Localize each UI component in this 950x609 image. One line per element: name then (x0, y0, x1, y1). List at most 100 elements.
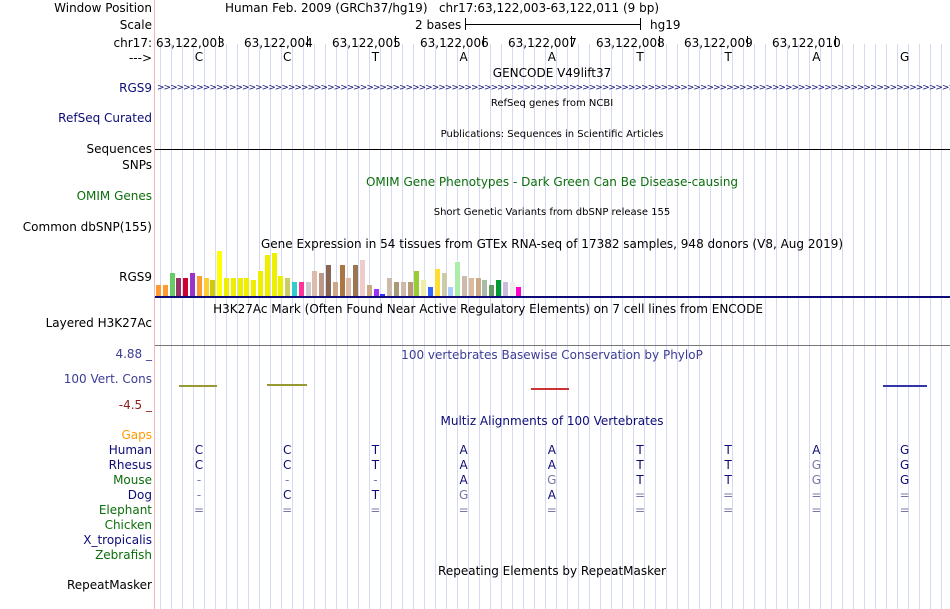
alignment-base: = (811, 488, 822, 502)
gtex-tissue-bar[interactable] (326, 265, 331, 296)
gtex-tissue-bar[interactable] (496, 280, 501, 296)
ruler-coordinate: 63,122,010 (772, 36, 841, 50)
gtex-tissue-bar[interactable] (162, 285, 168, 296)
gtex-tissue-bar[interactable] (468, 278, 474, 296)
gtex-tissue-bar[interactable] (434, 269, 440, 296)
sequence-base: T (636, 50, 644, 64)
label-h3k27ac[interactable]: Layered H3K27Ac (45, 316, 152, 330)
alignment-base: A (547, 488, 556, 502)
alignment-base: T (724, 473, 732, 487)
label-window-position: Window Position (54, 1, 152, 15)
gtex-tissue-bar[interactable] (298, 282, 304, 296)
gtex-tissue-bar[interactable] (183, 278, 189, 296)
species-label[interactable]: Human (108, 443, 152, 457)
gtex-tissue-bar[interactable] (244, 278, 250, 296)
gtex-tissue-bar[interactable] (489, 285, 495, 296)
label-gtex-gene[interactable]: RGS9 (119, 270, 152, 284)
label-gencode-gene[interactable]: RGS9 (119, 81, 152, 95)
alignment-base: T (724, 443, 732, 457)
gtex-tissue-bar[interactable] (224, 278, 229, 296)
gtex-tissue-bar[interactable] (176, 278, 182, 296)
ruler-tick (659, 36, 660, 47)
species-label[interactable]: Dog (127, 488, 152, 502)
label-cons-min: -4.5 _ (118, 398, 152, 412)
gtex-tissue-bar[interactable] (441, 273, 447, 296)
gtex-tissue-bar[interactable] (448, 287, 454, 296)
label-repeatmasker[interactable]: RepeatMasker (66, 578, 152, 592)
gtex-tissue-bar[interactable] (285, 278, 291, 296)
gtex-tissue-bar[interactable] (332, 282, 338, 296)
gtex-tissue-bar[interactable] (387, 278, 393, 296)
species-label[interactable]: Zebrafish (95, 548, 152, 562)
alignment-base: T (636, 458, 644, 472)
species-label[interactable]: Mouse (113, 473, 152, 487)
alignment-base: - (196, 488, 202, 502)
species-label[interactable]: Elephant (98, 503, 152, 517)
gtex-tissue-bar[interactable] (516, 287, 522, 296)
species-label[interactable]: Rhesus (108, 458, 152, 472)
label-gaps[interactable]: Gaps (121, 428, 152, 442)
gtex-tissue-bar[interactable] (373, 289, 379, 296)
label-sequences[interactable]: Sequences (86, 142, 152, 156)
gtex-tissue-bar[interactable] (251, 280, 257, 296)
gtex-tissue-bar[interactable] (156, 285, 161, 296)
gtex-tissue-bar[interactable] (190, 273, 195, 296)
gtex-tissue-bar[interactable] (380, 294, 386, 296)
gtex-tissue-bar[interactable] (394, 282, 399, 296)
gtex-tissue-bar[interactable] (271, 253, 277, 296)
gtex-tissue-bar[interactable] (502, 282, 508, 296)
alignment-base: - (373, 473, 378, 487)
alignment-base: T (371, 488, 380, 502)
repeatmasker-track-title: Repeating Elements by RepeatMasker (438, 564, 666, 578)
label-common-dbsnp[interactable]: Common dbSNP(155) (22, 220, 152, 234)
omim-track-title: OMIM Gene Phenotypes - Dark Green Can Be… (365, 175, 739, 189)
gtex-tissue-bar[interactable] (264, 255, 270, 296)
gtex-tissue-bar[interactable] (210, 280, 216, 296)
gtex-tissue-bar[interactable] (292, 282, 297, 296)
gtex-tissue-bar[interactable] (475, 278, 481, 296)
gtex-tissue-bar[interactable] (258, 271, 263, 296)
label-snps[interactable]: SNPs (122, 158, 152, 172)
gtex-expression-bars[interactable] (155, 251, 950, 296)
gtex-tissue-bar[interactable] (217, 251, 223, 296)
browser-track-area[interactable]: Human Feb. 2009 (GRCh37/hg19) chr17:63,1… (155, 0, 950, 609)
gtex-tissue-bar[interactable] (428, 287, 433, 296)
gtex-tissue-bar[interactable] (339, 265, 345, 296)
alignment-base: G (458, 488, 469, 502)
label-cons[interactable]: 100 Vert. Cons (63, 372, 152, 386)
gtex-tissue-bar[interactable] (462, 276, 467, 296)
gtex-tissue-bar[interactable] (414, 271, 420, 296)
gtex-tissue-bar[interactable] (455, 262, 461, 296)
gtex-tissue-bar[interactable] (421, 280, 427, 296)
gtex-tissue-bar[interactable] (346, 278, 352, 296)
gtex-tissue-bar[interactable] (169, 273, 175, 296)
ruler-coordinate: 63,122,004 (244, 36, 313, 50)
alignment-base: A (547, 443, 556, 457)
gencode-gene-intron[interactable]: >>>>>>>>>>>>>>>>>>>>>>>>>>>>>>>>>>>>>>>>… (157, 81, 950, 95)
gtex-tissue-bar[interactable] (400, 282, 406, 296)
alignment-base: A (459, 458, 468, 472)
gtex-tissue-bar[interactable] (237, 278, 243, 296)
species-label[interactable]: Chicken (104, 518, 152, 532)
gtex-tissue-bar[interactable] (230, 278, 236, 296)
sequence-base: A (812, 50, 821, 64)
gtex-tissue-bar[interactable] (203, 278, 209, 296)
species-label[interactable]: X_tropicalis (83, 533, 152, 547)
gtex-tissue-bar[interactable] (196, 276, 202, 296)
label-omim[interactable]: OMIM Genes (76, 189, 152, 203)
label-refseq[interactable]: RefSeq Curated (58, 111, 152, 125)
gencode-track-title: GENCODE V49lift37 (492, 66, 612, 80)
gtex-tissue-bar[interactable] (509, 282, 515, 296)
gtex-tissue-bar[interactable] (360, 260, 365, 296)
gtex-tissue-bar[interactable] (353, 265, 359, 296)
gtex-tissue-bar[interactable] (407, 282, 413, 296)
gtex-tissue-bar[interactable] (278, 276, 284, 296)
gtex-tissue-bar[interactable] (482, 280, 488, 296)
alignment-base: T (636, 473, 644, 487)
gtex-tissue-bar[interactable] (366, 285, 372, 296)
alignment-base: G (811, 473, 822, 487)
gtex-tissue-bar[interactable] (312, 271, 318, 296)
gtex-tissue-bar[interactable] (305, 282, 311, 296)
gtex-tissue-bar[interactable] (319, 273, 325, 296)
label-divider (154, 0, 155, 609)
